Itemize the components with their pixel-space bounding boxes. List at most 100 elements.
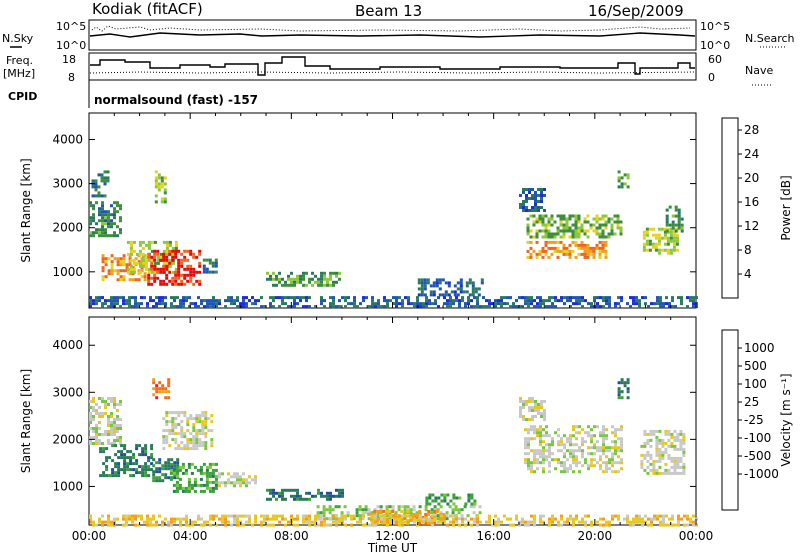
- echo-cell: [147, 240, 151, 244]
- echo-cell: [116, 415, 119, 418]
- echo-cell: [299, 280, 302, 284]
- echo-cell: [230, 302, 233, 306]
- echo-cell: [123, 465, 127, 469]
- echo-cell: [98, 427, 101, 430]
- echo-cell: [129, 240, 133, 244]
- echo-cell: [192, 444, 196, 448]
- echo-cell: [356, 305, 359, 309]
- echo-cell: [211, 471, 215, 475]
- echo-cell: [204, 441, 208, 445]
- echo-cell: [665, 514, 668, 518]
- echo-cell: [102, 450, 106, 454]
- echo-cell: [316, 511, 320, 515]
- echo-cell: [92, 415, 95, 418]
- echo-cell: [413, 305, 416, 309]
- colorbar-tick-label: -100: [744, 431, 771, 445]
- echo-cell: [455, 517, 458, 521]
- echo-cell: [105, 447, 109, 451]
- echo-cell: [157, 188, 161, 192]
- echo-cell: [210, 420, 214, 424]
- echo-cell: [107, 433, 110, 436]
- echo-cell: [657, 251, 661, 255]
- echo-cell: [153, 261, 157, 265]
- echo-cell: [562, 243, 566, 247]
- echo-cell: [193, 489, 197, 493]
- echo-cell: [187, 462, 191, 466]
- echo-cell: [518, 296, 521, 300]
- echo-cell: [293, 277, 296, 281]
- echo-cell: [245, 514, 248, 518]
- echo-cell: [95, 424, 98, 427]
- echo-cell: [412, 515, 416, 519]
- echo-cell: [527, 452, 530, 456]
- echo-cell: [106, 179, 110, 183]
- echo-cell: [443, 496, 447, 500]
- echo-cell: [134, 257, 138, 261]
- echo-cell: [183, 255, 187, 259]
- echo-cell: [386, 517, 389, 521]
- echo-cell: [599, 523, 602, 527]
- echo-cell: [173, 299, 176, 303]
- echo-cell: [557, 440, 560, 444]
- echo-cell: [230, 514, 233, 518]
- echo-cell: [177, 414, 181, 418]
- echo-cell: [92, 442, 95, 445]
- echo-cell: [669, 236, 673, 240]
- echo-cell: [260, 514, 263, 518]
- echo-cell: [335, 520, 338, 524]
- echo-cell: [107, 213, 110, 217]
- echo-cell: [254, 517, 257, 521]
- echo-cell: [587, 467, 590, 471]
- echo-cell: [163, 200, 167, 204]
- echo-cell: [581, 437, 584, 441]
- echo-cell: [105, 456, 109, 460]
- echo-cell: [140, 296, 143, 300]
- echo-cell: [434, 499, 438, 503]
- echo-cell: [572, 449, 575, 453]
- echo-cell: [525, 209, 528, 212]
- echo-cell: [669, 233, 673, 237]
- echo-cell: [140, 517, 143, 521]
- echo-cell: [182, 302, 185, 306]
- echo-cell: [341, 491, 344, 495]
- echo-cell: [536, 296, 539, 300]
- echo-cell: [424, 508, 428, 512]
- echo-cell: [305, 517, 308, 521]
- echo-cell: [120, 453, 124, 457]
- echo-cell: [607, 232, 611, 236]
- echo-cell: [125, 263, 129, 267]
- echo-cell: [551, 296, 554, 300]
- echo-cell: [583, 220, 587, 224]
- echo-cell: [692, 520, 695, 524]
- echo-cell: [619, 220, 623, 224]
- echo-cell: [113, 403, 116, 406]
- echo-cell: [440, 517, 443, 521]
- echo-cell: [538, 217, 542, 221]
- echo-cell: [373, 518, 377, 522]
- echo-cell: [374, 520, 377, 524]
- echo-cell: [652, 459, 656, 463]
- echo-cell: [386, 302, 389, 306]
- echo-cell: [465, 290, 469, 294]
- echo-cell: [430, 511, 434, 515]
- echo-cell: [199, 477, 203, 481]
- echo-cell: [444, 293, 448, 297]
- echo-cell: [104, 231, 107, 235]
- echo-cell: [105, 459, 109, 463]
- echo-cell: [169, 462, 173, 466]
- echo-cell: [89, 418, 92, 421]
- echo-cell: [296, 523, 299, 527]
- echo-cell: [123, 459, 127, 463]
- echo-cell: [566, 440, 569, 444]
- echo-cell: [332, 296, 335, 300]
- echo-cell: [174, 279, 178, 283]
- echo-cell: [214, 261, 218, 265]
- echo-cell: [272, 305, 275, 309]
- echo-cell: [266, 514, 269, 518]
- echo-cell: [141, 240, 145, 244]
- echo-cell: [568, 217, 572, 221]
- echo-cell: [629, 520, 632, 524]
- echo-cell: [587, 434, 590, 438]
- echo-cell: [383, 305, 386, 309]
- echo-cell: [287, 488, 290, 492]
